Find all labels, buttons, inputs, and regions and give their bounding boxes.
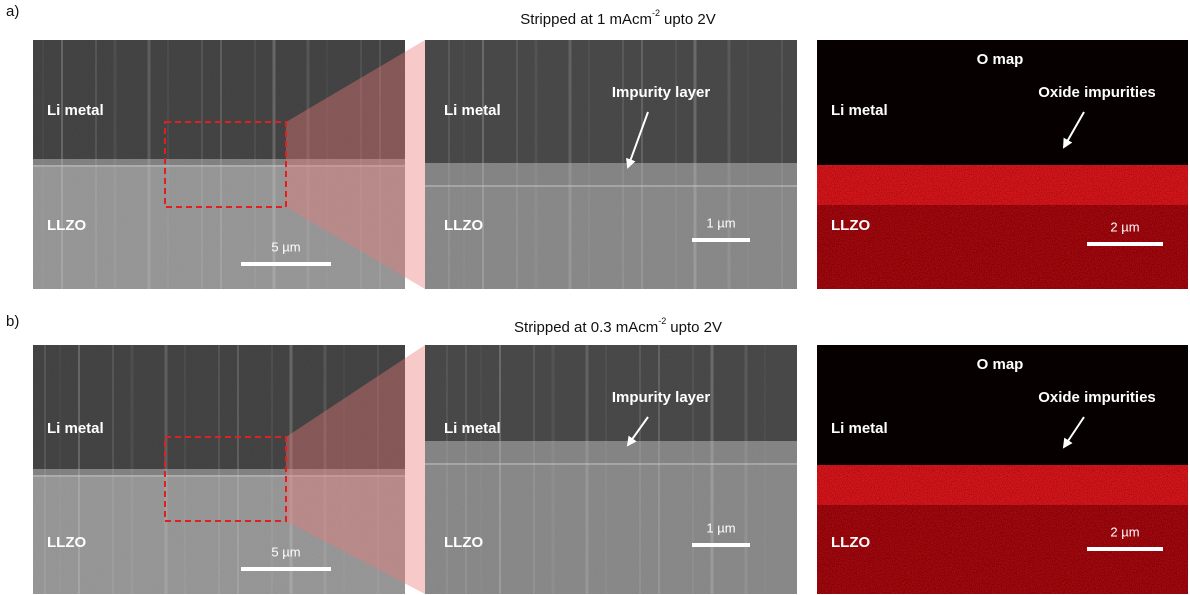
- sem-bottom: [425, 185, 797, 289]
- oxide-bulk: [817, 205, 1188, 289]
- image-label: Oxide impurities: [1038, 389, 1156, 406]
- image-label: O map: [977, 356, 1024, 373]
- image-label: 1 µm: [706, 520, 735, 535]
- image-label: Li metal: [831, 102, 888, 119]
- image-label: LLZO: [444, 534, 483, 551]
- title-sup: -2: [652, 8, 660, 18]
- oxide-band: [817, 165, 1188, 205]
- interface: [425, 441, 797, 465]
- title-text: Stripped at 1 mAcm: [520, 11, 652, 28]
- title-sup: -2: [658, 316, 666, 326]
- title-text: Stripped at 0.3 mAcm: [514, 319, 658, 336]
- image-label: Li metal: [444, 420, 501, 437]
- oxide-band: [817, 465, 1188, 505]
- image-label: Oxide impurities: [1038, 84, 1156, 101]
- panel-title: Stripped at 1 mAcm-2 upto 2V: [520, 8, 715, 28]
- image-label: 2 µm: [1110, 524, 1139, 539]
- image-label: Impurity layer: [612, 84, 711, 101]
- image-label: LLZO: [47, 217, 86, 234]
- image-label: 2 µm: [1110, 219, 1139, 234]
- panel-title: Stripped at 0.3 mAcm-2 upto 2V: [514, 316, 722, 336]
- image-label: O map: [977, 51, 1024, 68]
- image-label: 1 µm: [706, 215, 735, 230]
- image-label: LLZO: [444, 217, 483, 234]
- image-label: Li metal: [47, 420, 104, 437]
- image-label: LLZO: [831, 534, 870, 551]
- image-label: LLZO: [47, 534, 86, 551]
- image-label: Li metal: [831, 420, 888, 437]
- image-label: Impurity layer: [612, 389, 711, 406]
- title-text: upto 2V: [670, 319, 722, 336]
- panel-label: b): [6, 313, 19, 330]
- image-label: 5 µm: [271, 239, 300, 254]
- title-text: upto 2V: [664, 11, 716, 28]
- image-label: Li metal: [47, 102, 104, 119]
- figure: a)Stripped at 1 mAcm-2upto 2VLi metalLLZ…: [0, 0, 1190, 595]
- panel-label: a): [6, 3, 19, 20]
- image-label: 5 µm: [271, 544, 300, 559]
- image-label: Li metal: [444, 102, 501, 119]
- interface: [425, 163, 797, 187]
- image-label: LLZO: [831, 217, 870, 234]
